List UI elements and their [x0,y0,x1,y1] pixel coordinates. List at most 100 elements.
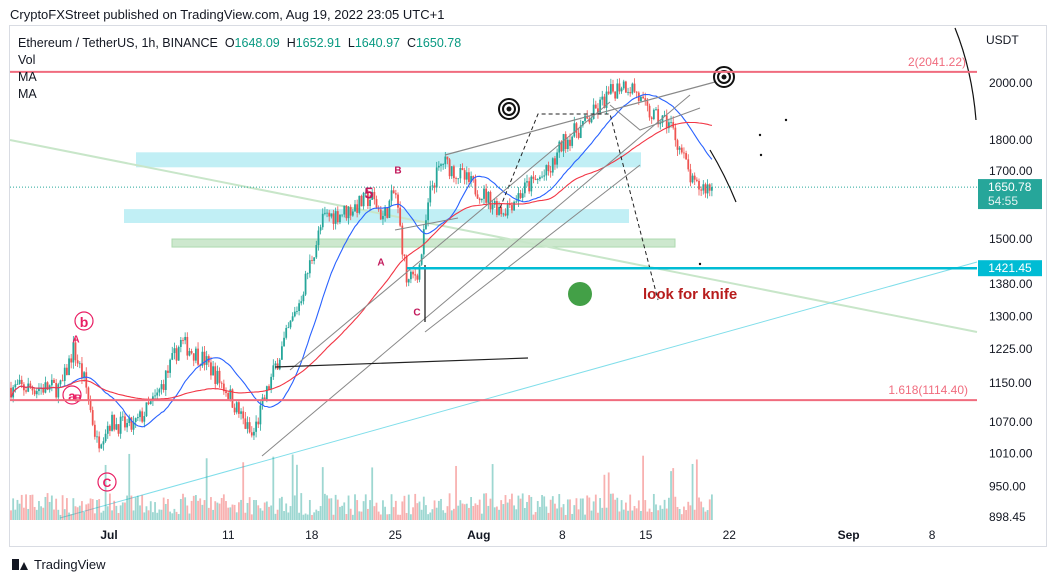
candle-body [625,81,627,93]
chart-legend: Ethereum / TetherUS, 1h, BINANCE O1648.0… [18,35,461,103]
candle-body [324,212,326,214]
volume-bar [609,493,612,520]
candle-body [214,366,217,384]
candle-body [506,204,509,216]
volume-bar [68,512,70,520]
y-axis-title: USDT [986,33,1019,47]
volume-bar [298,512,300,520]
current-price-label: 1650.78 [988,180,1032,194]
volume-bar [519,498,522,520]
volume-bar [360,511,363,520]
current-price-tag [978,179,1042,210]
volume-bar [162,497,165,520]
volume-bar [601,507,604,520]
candle-body [354,204,356,212]
support-price-label: 1421.45 [988,261,1032,275]
volume-bar [111,510,113,520]
candle-body [235,402,238,413]
candle-body [386,207,389,218]
candle-body [603,96,606,108]
volume-bar [354,494,356,520]
volume-bar [369,500,371,520]
candle-body [126,422,128,428]
volume-bar [693,509,696,520]
volume-bar [382,500,384,520]
volume-bar [40,506,42,520]
volume-bar [465,503,468,520]
volume-bar [672,468,675,520]
candle-body [195,348,197,361]
candle-body [446,156,449,160]
x-tick-label: 25 [389,528,403,542]
y-tick-label: 1800.00 [989,133,1033,147]
volume-bar [261,510,264,520]
candle-body [605,91,608,108]
candle-body [336,211,339,223]
volume-bar [263,502,266,520]
volume-bar [427,514,429,520]
candle-body [440,164,442,166]
legend-ma-1[interactable]: MA [18,70,37,84]
candle-body [296,311,298,312]
candle-body [272,365,275,377]
volume-bar [388,514,391,520]
candle-body [278,359,281,370]
candle-body [87,387,90,401]
candle-body [513,201,515,211]
tradingview-logo[interactable]: TradingView [12,557,106,572]
volume-bar [597,512,599,520]
candle-body [197,348,199,365]
volume-bar [20,494,23,520]
candle-body [139,411,141,418]
legend-ma-2[interactable]: MA [18,87,37,101]
volume-bar [257,505,260,520]
volume-bar [618,511,621,520]
volume-bar [373,506,376,520]
candle-body [253,431,255,436]
volume-bar [334,494,337,520]
volume-bar [577,509,580,520]
candle-body [693,175,696,180]
candle-body [265,386,268,401]
curved-arrow-2 [954,27,977,121]
tradingview-icon [12,559,29,570]
volume-bar [416,503,419,520]
volume-bar [66,498,68,520]
volume-bar [190,500,193,520]
candle-body [222,383,225,392]
candle-body [164,370,167,390]
x-tick-label: 22 [723,528,737,542]
volume-bar [489,498,492,520]
candle-body [128,417,131,423]
candle-body [341,214,343,216]
long-downtrend-line [9,139,978,333]
volume-bar [231,504,234,520]
legend-vol[interactable]: Vol [18,53,36,67]
candle-body [532,176,535,179]
candle-body [711,187,713,191]
axes: 898.45 950.00 1010.00 1070.00 1150.00 1225.00… [100,76,1032,542]
volume-bar [539,506,541,520]
candle-body [491,204,494,210]
volume-bar [392,507,395,520]
candle-body [59,380,62,385]
candle-body [622,81,625,89]
candle-body [220,382,223,384]
legend-symbol: Ethereum / TetherUS, 1h, BINANCE [18,36,218,50]
volume-bar [377,511,380,520]
volume-bar [584,514,586,520]
candle-body [321,213,324,228]
price-levels: 2(2041.22) 1.618(1114.40) 1421.45 1650.7854… [10,55,1042,402]
candle-body [317,230,320,246]
legend-ohlc: Ethereum / TetherUS, 1h, BINANCE O1648.0… [18,36,462,50]
target-icon-dot [721,74,727,80]
candle-body [119,416,122,434]
volume-bar [50,495,53,520]
volume-bar [472,506,475,520]
volume-bar [93,513,96,520]
candle-body [691,175,694,183]
candle-body [489,191,492,210]
candle-body [403,254,406,256]
candle-body [231,389,234,408]
